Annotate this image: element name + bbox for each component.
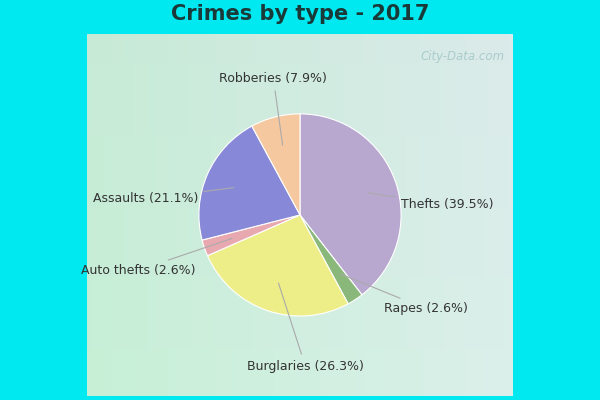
Title: Crimes by type - 2017: Crimes by type - 2017 (171, 4, 429, 24)
Text: Assaults (21.1%): Assaults (21.1%) (93, 188, 234, 206)
Text: Auto thefts (2.6%): Auto thefts (2.6%) (81, 238, 232, 277)
Wedge shape (202, 215, 300, 256)
Text: Robberies (7.9%): Robberies (7.9%) (220, 72, 328, 145)
Wedge shape (300, 215, 362, 304)
Wedge shape (252, 114, 300, 215)
Wedge shape (208, 215, 348, 316)
Text: Rapes (2.6%): Rapes (2.6%) (340, 274, 467, 315)
Text: Burglaries (26.3%): Burglaries (26.3%) (247, 283, 364, 372)
Wedge shape (300, 114, 401, 295)
Text: City-Data.com: City-Data.com (420, 50, 504, 63)
Wedge shape (199, 126, 300, 240)
Text: Thefts (39.5%): Thefts (39.5%) (368, 193, 493, 211)
